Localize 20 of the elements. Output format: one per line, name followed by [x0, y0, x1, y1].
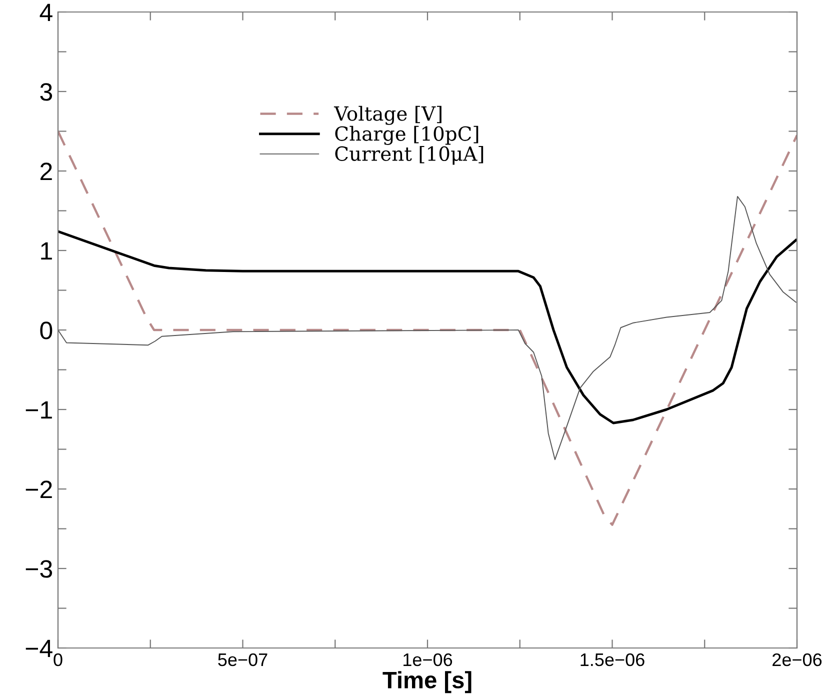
- x-tick-label: 1e−06: [404, 653, 452, 666]
- y-tick-label: −4: [26, 640, 52, 658]
- y-tick-label: 2: [40, 162, 52, 180]
- x-axis-title: Time [s]: [382, 671, 472, 694]
- legend-label: Current [10μA]: [335, 146, 484, 165]
- y-tick-label: 4: [40, 4, 52, 22]
- y-tick-label: −1: [26, 401, 52, 419]
- x-tick-label: 5e−07: [218, 653, 268, 666]
- x-tick-label: 2e−06: [772, 653, 822, 666]
- legend-label: Voltage [V]: [334, 106, 442, 125]
- y-tick-label: −2: [26, 480, 52, 498]
- y-tick-label: −3: [26, 560, 52, 578]
- x-tick-label: 1.5e−06: [580, 653, 644, 666]
- y-tick-label: 3: [40, 83, 52, 101]
- y-tick-label: 1: [41, 242, 52, 260]
- line-series: [58, 196, 796, 460]
- line-series: [58, 230, 797, 424]
- y-tick-label: 0: [40, 322, 52, 340]
- x-tick-label: 0: [54, 653, 62, 666]
- legend-label: Charge [10pC]: [335, 126, 478, 145]
